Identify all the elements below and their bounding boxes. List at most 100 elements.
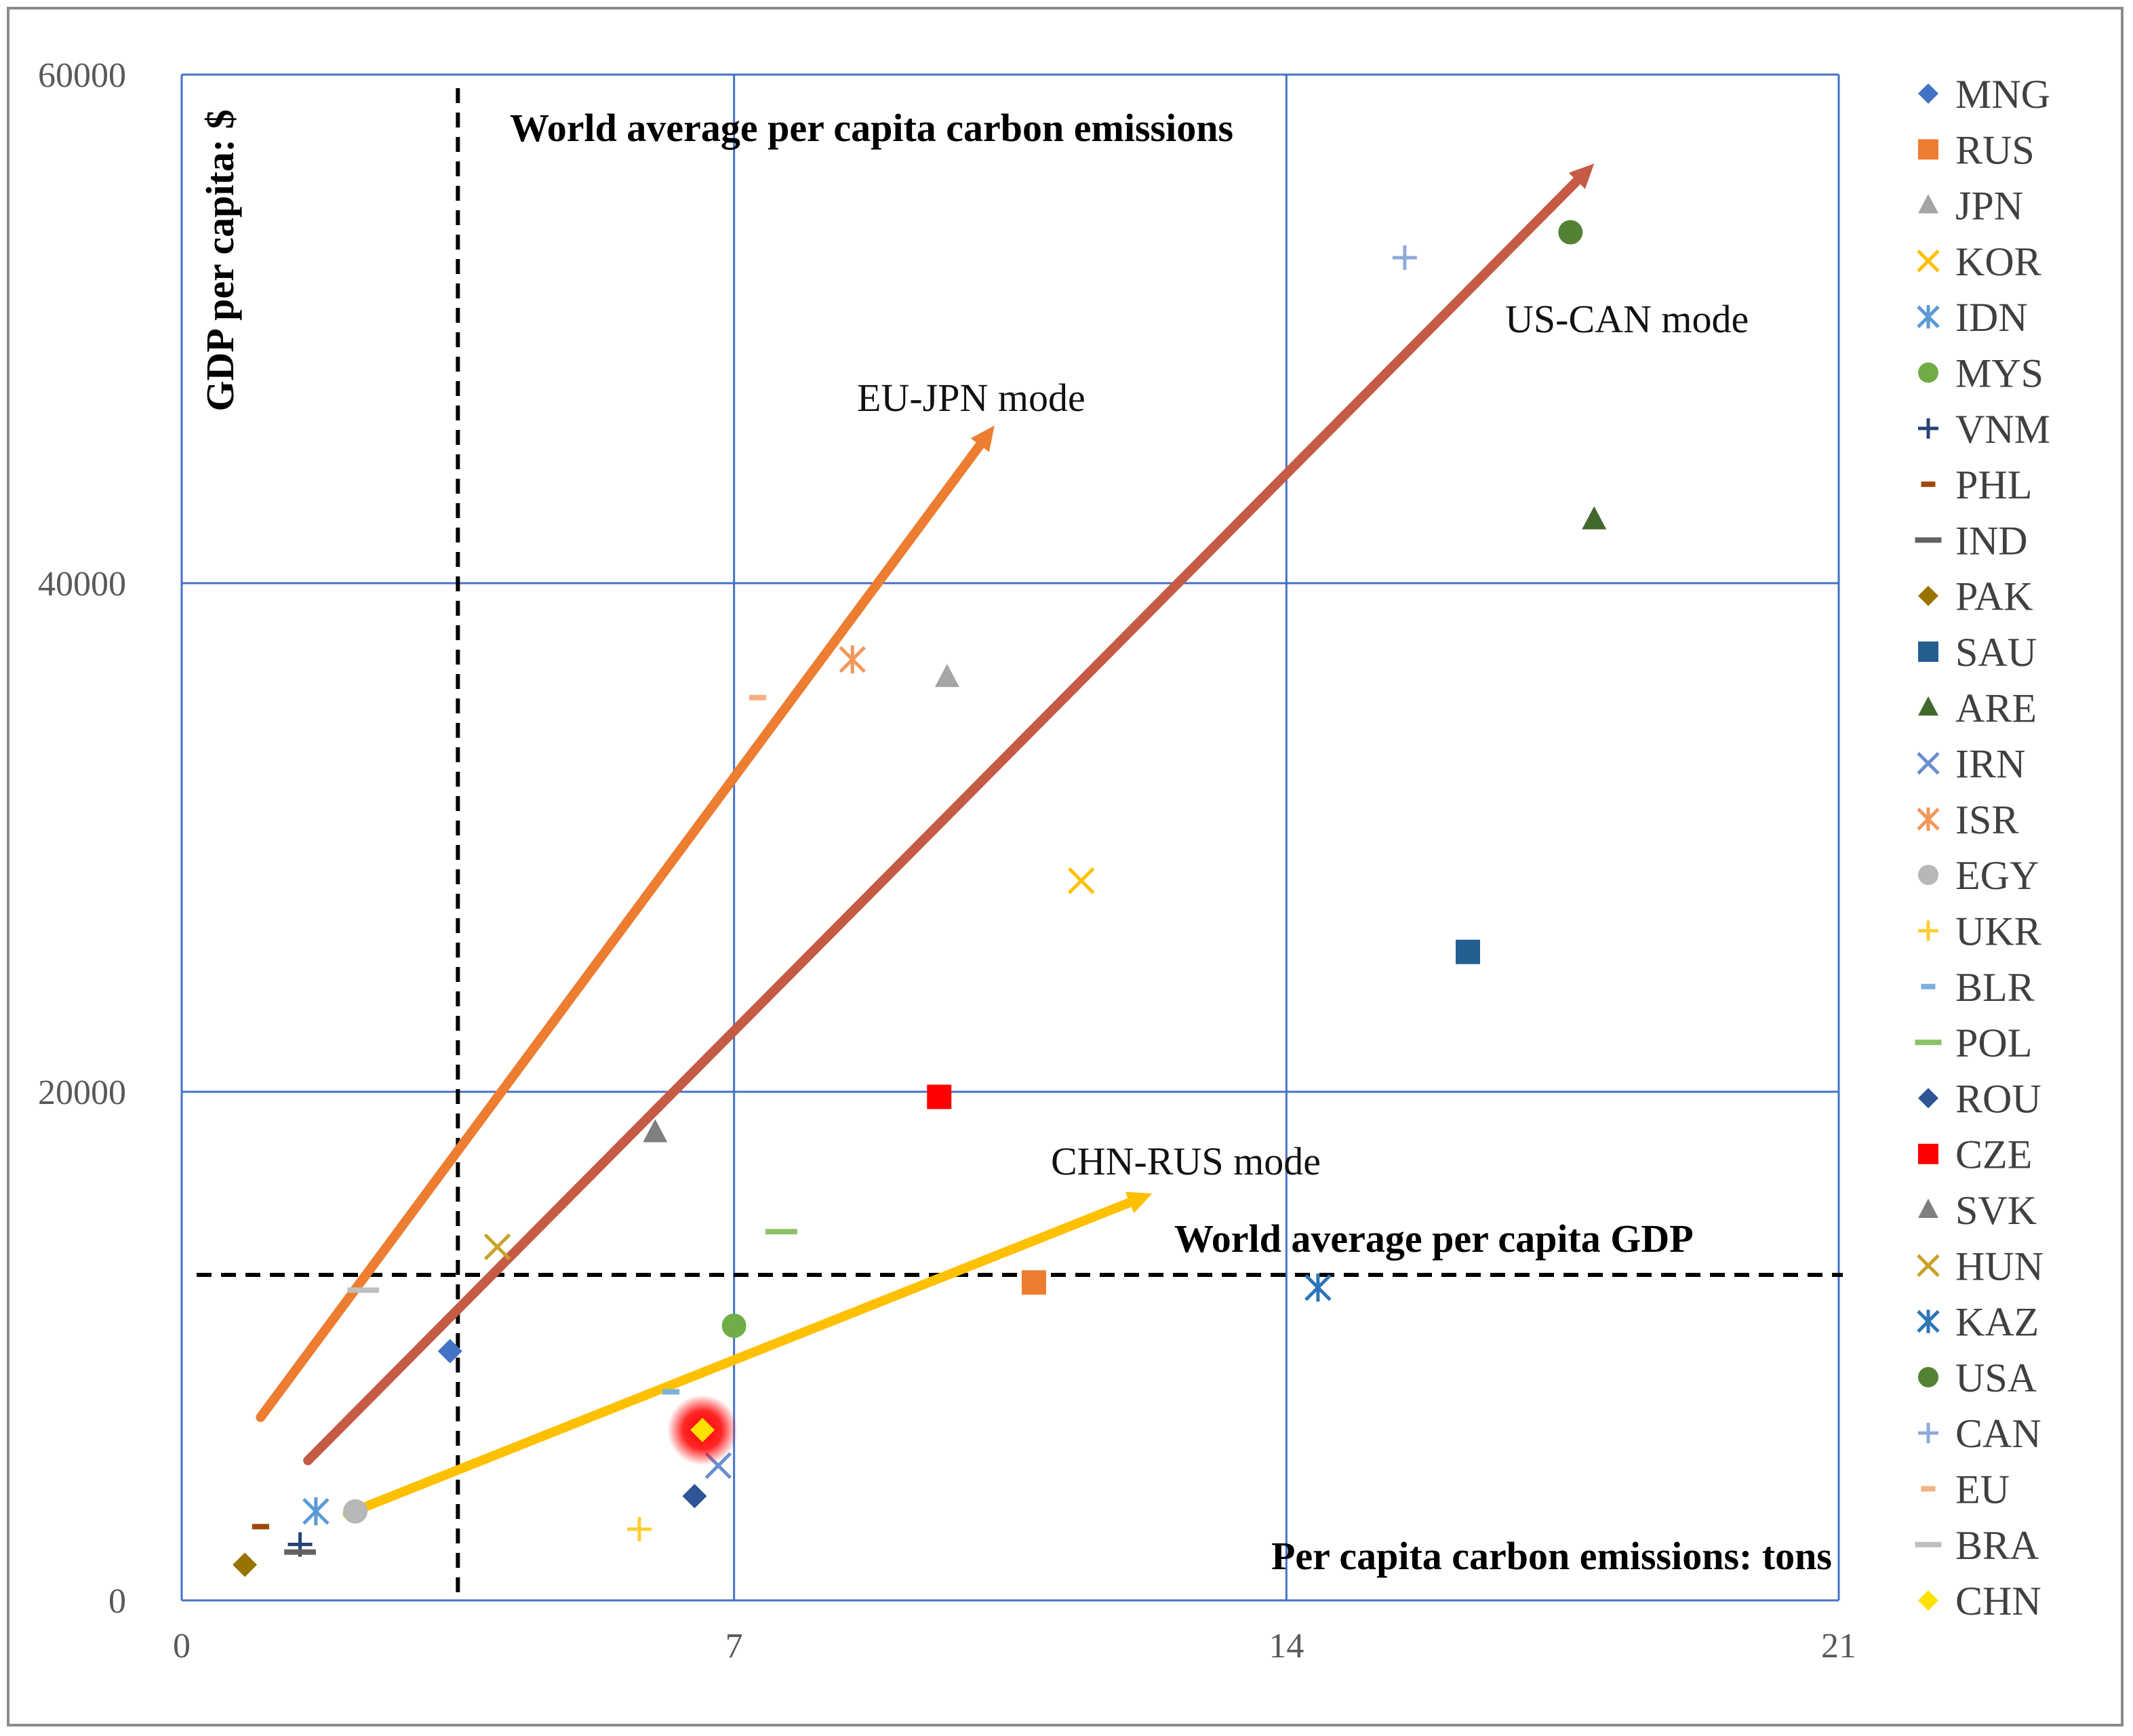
- legend-label: EU: [1955, 1467, 2010, 1512]
- point-mys: [721, 1314, 746, 1338]
- legend-label: MYS: [1955, 351, 2044, 396]
- ylabel: GDP per capita: $: [198, 109, 242, 411]
- us-can-label: US-CAN mode: [1505, 297, 1749, 341]
- legend-item-idn: IDN: [1917, 295, 2028, 340]
- legend-label: USA: [1955, 1356, 2037, 1400]
- legend: MNG RUS JPN KOR IDN MYS VNM PHL IND PAK SAU ARE IRN I…: [1915, 72, 2050, 1623]
- point-svk: [643, 1119, 668, 1143]
- legend-item-svk: SVK: [1918, 1188, 2037, 1233]
- point-eu: [749, 694, 767, 701]
- legend-label: JPN: [1955, 184, 2023, 229]
- us-can-arrow: [303, 163, 1595, 1465]
- legend-item-rou: ROU: [1918, 1076, 2041, 1121]
- point-hun: [483, 1233, 511, 1261]
- legend-label: BLR: [1955, 965, 2035, 1010]
- legend-item-usa: USA: [1918, 1356, 2037, 1400]
- trend-arrows: [256, 163, 1595, 1519]
- legend-label: CHN: [1955, 1579, 2041, 1623]
- legend-item-kaz: KAZ: [1917, 1300, 2039, 1345]
- legend-label: IDN: [1955, 295, 2028, 340]
- y-tick-label: 60000: [38, 56, 126, 95]
- grid-lines: [180, 73, 1840, 1602]
- legend-label: IRN: [1955, 742, 2025, 787]
- legend-item-egy: EGY: [1918, 853, 2039, 898]
- point-blr: [662, 1389, 680, 1395]
- point-mng: [437, 1339, 462, 1364]
- eu-jpn-label: EU-JPN mode: [857, 376, 1085, 420]
- legend-label: RUS: [1955, 127, 2035, 172]
- point-kaz: [1304, 1274, 1332, 1302]
- annotations: GDP per capita: $ Per capita carbon emis…: [198, 106, 1832, 1578]
- point-jpn: [934, 663, 959, 688]
- point-egy: [343, 1499, 368, 1524]
- point-cze: [927, 1084, 952, 1109]
- legend-label: PHL: [1955, 462, 2032, 507]
- point-phl: [252, 1524, 269, 1530]
- legend-label: POL: [1955, 1021, 2032, 1065]
- legend-label: ISR: [1955, 797, 2018, 842]
- legend-item-eu: EU: [1921, 1467, 2010, 1512]
- axis-ticks: 0 7 14 21 0 20000 40000 60000: [38, 56, 1856, 1665]
- legend-item-rus: RUS: [1918, 127, 2035, 172]
- legend-item-hun: HUN: [1917, 1244, 2044, 1288]
- point-are: [1582, 506, 1607, 530]
- point-usa: [1558, 220, 1583, 245]
- legend-label: EGY: [1955, 853, 2039, 898]
- legend-label: KAZ: [1955, 1300, 2039, 1345]
- point-kor: [1067, 867, 1095, 894]
- x-tick-label: 14: [1269, 1627, 1304, 1665]
- chn-rus-arrow: [342, 1191, 1153, 1519]
- world-avg-emissions-label: World average per capita carbon emission…: [510, 106, 1233, 150]
- legend-item-sau: SAU: [1918, 630, 2037, 675]
- point-sau: [1456, 939, 1481, 964]
- world-avg-gdp-label: World average per capita GDP: [1174, 1217, 1694, 1261]
- legend-label: IND: [1955, 518, 2028, 563]
- legend-item-ind: IND: [1915, 518, 2028, 563]
- legend-item-jpn: JPN: [1918, 184, 2023, 229]
- y-tick-label: 20000: [38, 1073, 126, 1112]
- legend-label: UKR: [1955, 909, 2041, 954]
- point-pol: [765, 1229, 797, 1235]
- reference-lines: [197, 88, 1843, 1600]
- legend-item-can: CAN: [1918, 1411, 2041, 1456]
- xlabel: Per capita carbon emissions: tons: [1271, 1534, 1832, 1578]
- point-pak: [233, 1552, 258, 1577]
- legend-item-blr: BLR: [1921, 965, 2035, 1010]
- legend-item-cze: CZE: [1918, 1132, 2032, 1177]
- legend-item-kor: KOR: [1917, 239, 2041, 284]
- legend-label: BRA: [1955, 1523, 2039, 1568]
- legend-item-mng: MNG: [1918, 72, 2050, 117]
- scatter-chart: 0 7 14 21 0 20000 40000 60000 GDP per capita: $…: [38, 56, 2050, 1665]
- legend-item-are: ARE: [1918, 686, 2037, 730]
- legend-item-phl: PHL: [1921, 462, 2032, 507]
- legend-item-chn: CHN: [1918, 1579, 2041, 1623]
- legend-label: PAK: [1955, 574, 2033, 619]
- point-bra: [347, 1287, 380, 1293]
- legend-label: CZE: [1955, 1132, 2032, 1177]
- eu-jpn-arrow: [256, 425, 995, 1422]
- point-ind: [284, 1549, 316, 1555]
- x-tick-label: 0: [173, 1627, 191, 1665]
- point-isr: [839, 645, 866, 674]
- point-chn: [667, 1394, 738, 1465]
- point-rus: [1021, 1270, 1046, 1295]
- legend-item-bra: BRA: [1915, 1523, 2039, 1568]
- chn-rus-label: CHN-RUS mode: [1051, 1139, 1321, 1183]
- y-tick-label: 40000: [38, 565, 126, 604]
- point-can: [1392, 245, 1417, 270]
- legend-label: ARE: [1955, 686, 2037, 730]
- legend-label: HUN: [1955, 1244, 2044, 1288]
- chart-frame: 0 7 14 21 0 20000 40000 60000 GDP per capita: $…: [7, 7, 2124, 1727]
- legend-label: VNM: [1955, 407, 2050, 452]
- legend-label: CAN: [1955, 1411, 2041, 1456]
- legend-label: SAU: [1955, 630, 2037, 675]
- legend-item-pak: PAK: [1918, 574, 2033, 619]
- legend-label: ROU: [1955, 1076, 2041, 1121]
- data-points: [233, 220, 1607, 1577]
- legend-item-irn: IRN: [1917, 742, 2025, 787]
- legend-item-vnm: VNM: [1918, 407, 2050, 452]
- legend-item-pol: POL: [1915, 1021, 2032, 1065]
- x-tick-label: 7: [725, 1627, 743, 1665]
- point-rou: [682, 1484, 707, 1509]
- point-idn: [302, 1497, 330, 1526]
